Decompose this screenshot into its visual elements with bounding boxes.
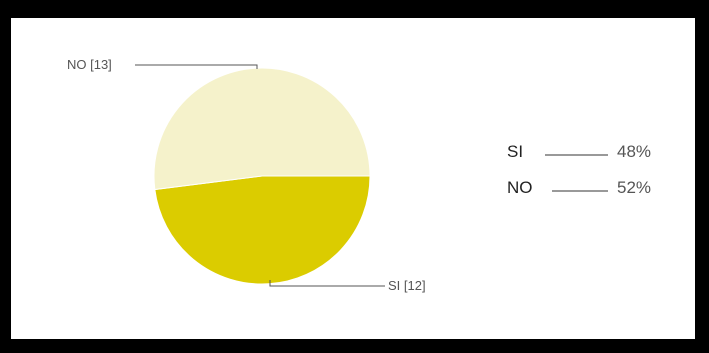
legend-item-si: SI 48% xyxy=(507,142,651,161)
legend-label-si: SI xyxy=(507,142,523,161)
callout-no: NO [13] xyxy=(67,57,258,72)
chart-frame: NO [13] SI [12] SI 48% NO 52% xyxy=(11,18,695,339)
pie-slices xyxy=(153,67,371,285)
slice-label-si: SI [12] xyxy=(388,278,426,293)
pie-slice-no xyxy=(153,67,371,191)
legend: SI 48% NO 52% xyxy=(507,142,651,197)
legend-percent-no: 52% xyxy=(617,178,651,197)
callout-line-si xyxy=(269,280,385,287)
callout-si: SI [12] xyxy=(269,278,426,293)
pie-chart: NO [13] SI [12] SI 48% NO 52% xyxy=(67,57,651,293)
legend-item-no: NO 52% xyxy=(507,178,651,197)
legend-percent-si: 48% xyxy=(617,142,651,161)
slice-label-no: NO [13] xyxy=(67,57,112,72)
legend-label-no: NO xyxy=(507,178,533,197)
callout-line-no xyxy=(135,64,258,69)
pie-slice-si xyxy=(154,175,371,285)
